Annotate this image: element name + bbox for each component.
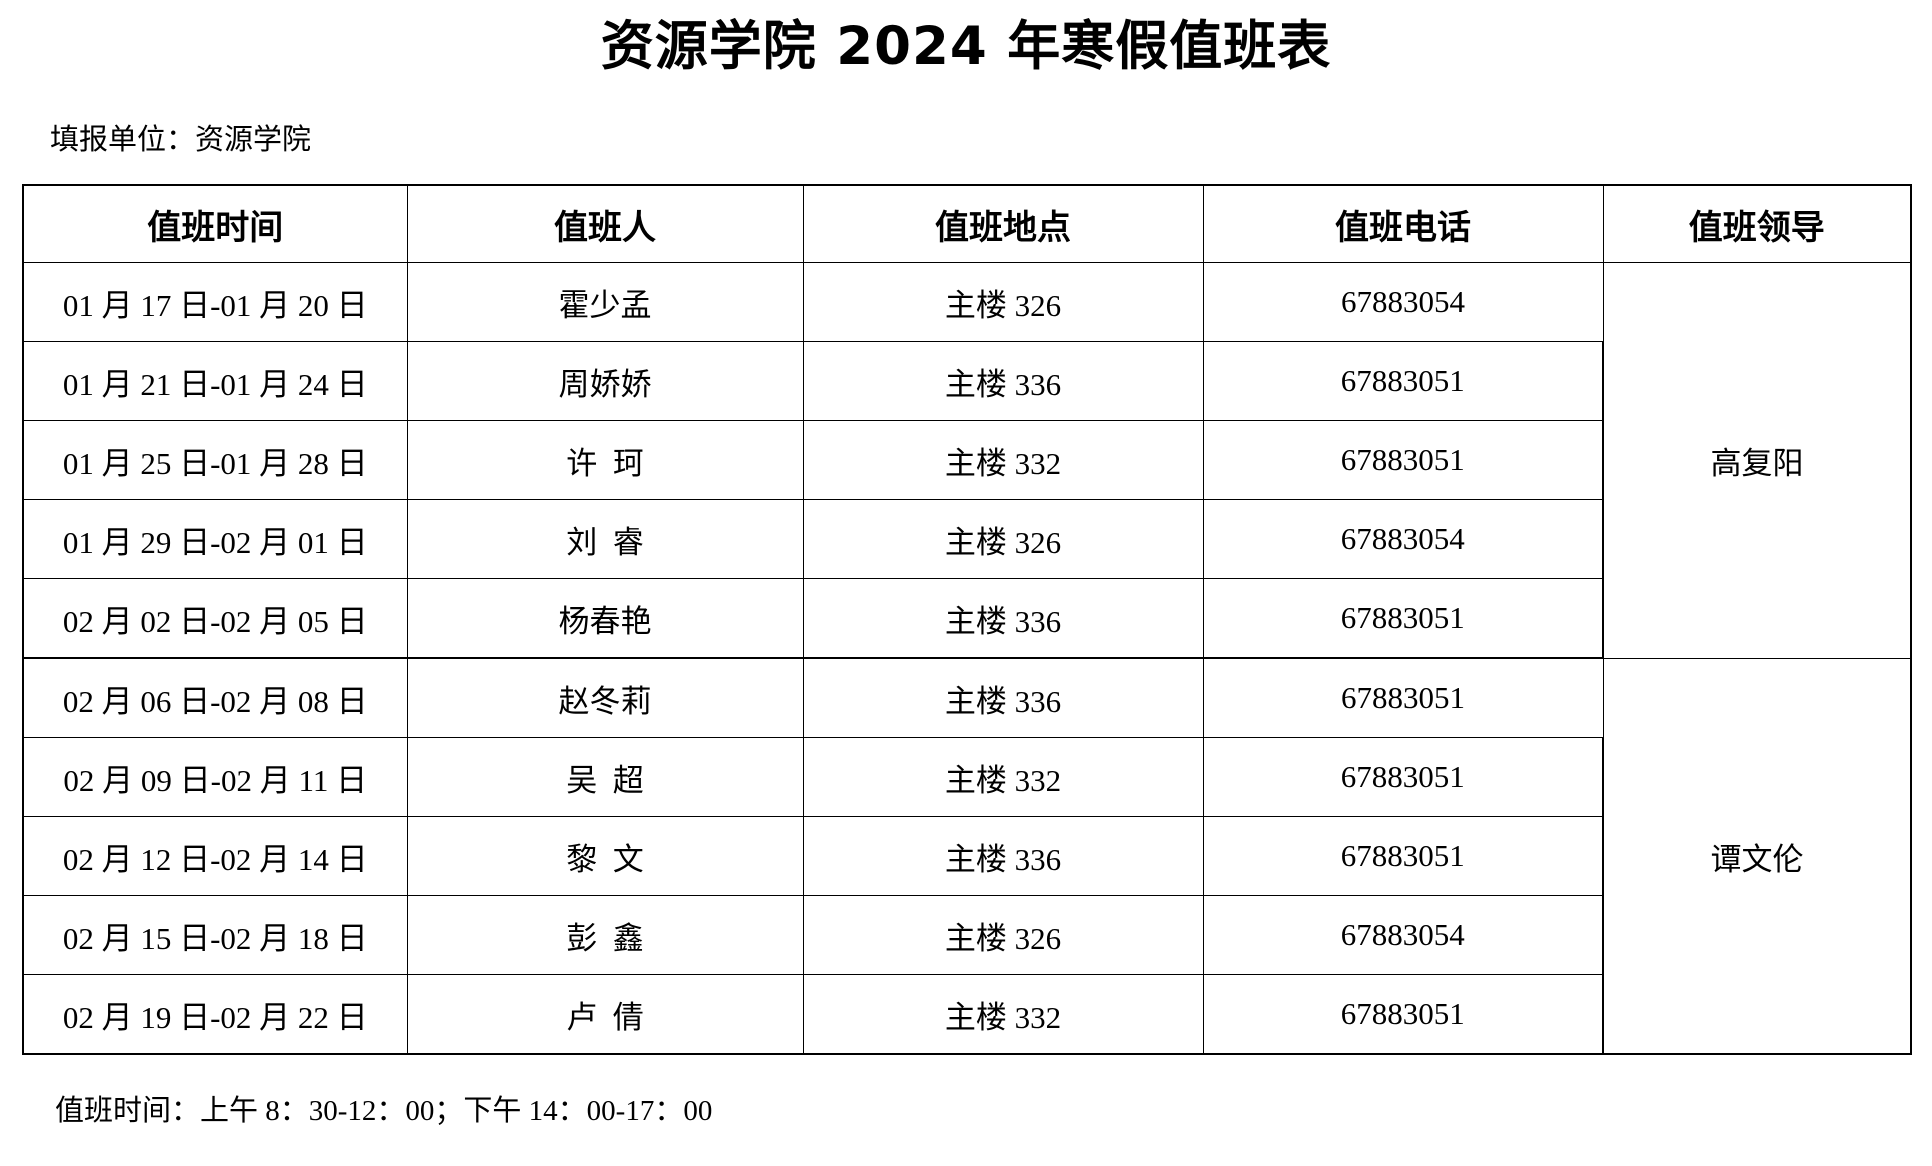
- cell-duty-phone: 67883051: [1202, 974, 1604, 1056]
- cell-duty-person: 卢 倩: [406, 974, 804, 1056]
- column-header-leader: 值班领导: [1602, 184, 1912, 264]
- cell-duty-person: 霍少孟: [406, 262, 804, 343]
- table-row: 02 月 02 日-02 月 05 日杨春艳 主楼 336 67883051: [22, 578, 1911, 660]
- page-title: 资源学院 2024 年寒假值班表: [600, 16, 1332, 77]
- cell-duty-phone: 67883051: [1202, 737, 1604, 818]
- footer-note: 值班时间：上午 8：30-12：00；下午 14：00-17：00: [55, 1095, 713, 1128]
- cell-duty-phone: 67883054: [1202, 262, 1604, 343]
- table-row: 02 月 06 日-02 月 08 日赵冬莉 主楼 336 67883051 谭文伦: [22, 657, 1912, 1055]
- cell-duty-time: 02 月 12 日-02 月 14 日: [22, 816, 408, 897]
- cell-duty-phone: 67883051: [1202, 578, 1604, 660]
- cell-duty-place: 主楼 332: [802, 974, 1204, 1056]
- column-header-time: 值班时间: [22, 184, 408, 264]
- cell-duty-person: 周娇娇: [406, 341, 804, 422]
- cell-duty-place: 主楼 326: [802, 895, 1204, 976]
- cell-duty-time: 01 月 21 日-01 月 24 日: [22, 341, 408, 422]
- cell-duty-time: 02 月 06 日-02 月 08 日: [22, 657, 408, 739]
- table-row: 02 月 12 日-02 月 14 日黎 文主楼 336 67883051: [22, 816, 1911, 897]
- table-row: 02 月 19 日-02 月 22 日卢 倩主楼 332 67883051: [22, 974, 1911, 1056]
- cell-duty-phone: 67883051: [1202, 420, 1604, 501]
- cell-duty-leader: 高复阳: [1602, 262, 1912, 659]
- report-unit-line: 填报单位：资源学院: [50, 124, 312, 157]
- cell-duty-phone: 67883054: [1202, 499, 1604, 580]
- cell-duty-time: 01 月 25 日-01 月 28 日: [22, 420, 408, 501]
- column-header-place: 值班地点: [802, 184, 1204, 264]
- table-row: 01 月 21 日-01 月 24 日周娇娇 主楼 336 67883051: [22, 341, 1911, 422]
- cell-duty-phone: 67883051: [1202, 657, 1604, 739]
- cell-duty-time: 01 月 17 日-01 月 20 日: [22, 262, 408, 343]
- cell-duty-place: 主楼 332: [802, 420, 1204, 501]
- cell-duty-time: 02 月 15 日-02 月 18 日: [22, 895, 408, 976]
- column-header-person: 值班人: [406, 184, 804, 264]
- column-header-phone: 值班电话: [1202, 184, 1604, 264]
- cell-duty-place: 主楼 326: [802, 499, 1204, 580]
- cell-duty-time: 02 月 09 日-02 月 11 日: [22, 737, 408, 818]
- cell-duty-place: 主楼 332: [802, 737, 1204, 818]
- cell-duty-person: 刘 睿: [406, 499, 804, 580]
- cell-duty-time: 02 月 19 日-02 月 22 日: [22, 974, 408, 1056]
- cell-duty-person: 许 珂: [406, 420, 804, 501]
- cell-duty-place: 主楼 336: [802, 816, 1204, 897]
- table-row: 02 月 09 日-02 月 11 日吴 超主楼 332 67883051: [22, 737, 1911, 818]
- duty-table-wrapper: 值班时间 值班人 值班地点 值班电话 值班领导 01 月 17 日-01 月 2…: [0, 158, 1932, 1056]
- cell-duty-phone: 67883054: [1202, 895, 1604, 976]
- cell-duty-person: 杨春艳: [406, 578, 804, 660]
- duty-schedule-table: 值班时间 值班人 值班地点 值班电话 值班领导 01 月 17 日-01 月 2…: [22, 184, 1912, 1056]
- table-row: 01 月 17 日-01 月 20 日霍少孟 主楼 326 67883054 高复阳: [22, 262, 1912, 659]
- cell-duty-time: 01 月 29 日-02 月 01 日: [22, 499, 408, 580]
- cell-duty-leader: 谭文伦: [1602, 657, 1912, 1055]
- cell-duty-person: 彭 鑫: [406, 895, 804, 976]
- cell-duty-place: 主楼 336: [802, 341, 1204, 422]
- table-body: 01 月 17 日-01 月 20 日霍少孟 主楼 326 67883054 高复阳 0…: [22, 262, 1912, 1056]
- cell-duty-place: 主楼 336: [802, 578, 1204, 660]
- table-row: 02 月 15 日-02 月 18 日彭 鑫主楼 326 67883054: [22, 895, 1911, 976]
- cell-duty-person: 黎 文: [406, 816, 804, 897]
- table-row: 01 月 25 日-01 月 28 日许 珂主楼 332 67883051: [22, 420, 1911, 501]
- table-header: 值班时间 值班人 值班地点 值班电话 值班领导: [22, 184, 1912, 264]
- table-row: 01 月 29 日-02 月 01 日刘 睿主楼 326 67883054: [22, 499, 1911, 580]
- cell-duty-place: 主楼 336: [802, 657, 1204, 739]
- cell-duty-place: 主楼 326: [802, 262, 1204, 343]
- cell-duty-phone: 67883051: [1202, 816, 1604, 897]
- cell-duty-person: 赵冬莉: [406, 657, 804, 739]
- header-row: 值班时间 值班人 值班地点 值班电话 值班领导: [22, 184, 1912, 264]
- cell-duty-time: 02 月 02 日-02 月 05 日: [22, 578, 408, 660]
- cell-duty-phone: 67883051: [1202, 341, 1604, 422]
- cell-duty-person: 吴 超: [406, 737, 804, 818]
